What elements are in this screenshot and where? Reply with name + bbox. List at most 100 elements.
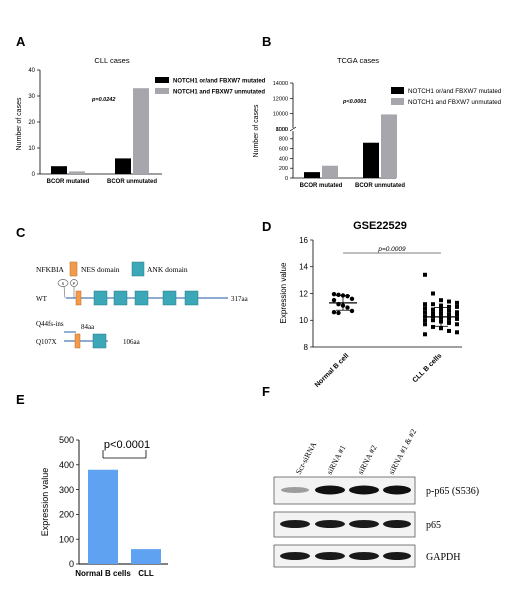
chart-a-ytick-label-1: 10 bbox=[28, 146, 35, 152]
chart-e-xlabel-1: CLL bbox=[138, 569, 154, 578]
lane-label-2: siRNA #2 bbox=[356, 444, 379, 476]
chart-b-legend-label-0: NOTCH1 or/and FBXW7 mutated bbox=[408, 88, 502, 95]
chart-d-point-s1-20 bbox=[423, 314, 427, 319]
row-wt-ank-domain-5 bbox=[184, 290, 199, 306]
chart-d-point-s1-10 bbox=[423, 306, 427, 311]
chart-b-legend-swatch-1 bbox=[391, 98, 404, 105]
band-label-p65: p65 bbox=[426, 520, 441, 531]
chart-d-ytick-label-0: 8 bbox=[304, 343, 309, 352]
row-wt-label: WT bbox=[36, 295, 48, 303]
chart-b-ytick-label-7: 10000 bbox=[273, 112, 288, 118]
row-wt-ank-domain-4 bbox=[162, 290, 177, 306]
chart-b-axis-break bbox=[290, 128, 297, 131]
chart-e-ytick-label-5: 500 bbox=[59, 435, 74, 445]
chart-a-ylabel: Number of cases bbox=[16, 97, 23, 150]
chart-d-point-s1-35 bbox=[423, 332, 427, 337]
panel-letter-e: E bbox=[16, 392, 25, 407]
chart-d: Expression value 8 10 12 14 16 p=0.0009 Norm… bbox=[279, 236, 462, 389]
chart-b-bar-s1-c0 bbox=[322, 165, 338, 178]
chart-d-point-s1-3 bbox=[447, 299, 451, 304]
phospho-site-stem-1 bbox=[63, 285, 66, 299]
chart-d-point-s1-21 bbox=[431, 314, 435, 319]
band-label-gapdh: GAPDH bbox=[426, 552, 460, 563]
chart-b-pvalue: p<0.0001 bbox=[342, 99, 366, 105]
chart-a-legend-label-0: NOTCH1 or/and FBXW7 mutated bbox=[173, 79, 266, 85]
chart-b-legend-label-1: NOTCH1 and FBXW7 unmutated bbox=[408, 99, 502, 106]
chart-a-xlabel-1: BCOR unmutated bbox=[107, 179, 157, 185]
chart-b-bar-s1-c1 bbox=[381, 114, 397, 178]
band-p-p65-lane-1 bbox=[315, 485, 345, 495]
row-q107x-nes-domain bbox=[74, 333, 81, 349]
chart-b-ytick-label-3: 600 bbox=[279, 147, 288, 153]
chart-e-pvalue: p<0.0001 bbox=[104, 439, 150, 451]
chart-d-point-s1-19 bbox=[455, 312, 459, 317]
band-p-p65-lane-2 bbox=[349, 485, 379, 495]
chart-b-ytick-label-8: 12000 bbox=[273, 96, 288, 102]
row-q44-label: Q44fs-ins bbox=[36, 320, 64, 328]
chart-b-ytick-label-4: 800 bbox=[279, 137, 288, 143]
chart-d-point-s1-7 bbox=[439, 303, 443, 308]
chart-a-bar-s0-c1 bbox=[115, 158, 131, 174]
panel-letter-f: F bbox=[262, 384, 270, 399]
chart-d-ytick-label-2: 12 bbox=[299, 289, 308, 298]
phospho-site-label-2: P bbox=[73, 281, 76, 286]
chart-a: Number of cases p=0.0242 0 10 20 30 40 BCOR … bbox=[16, 68, 266, 185]
band-gapdh-lane-2 bbox=[349, 552, 379, 560]
chart-d-point-s1-26 bbox=[431, 318, 435, 323]
legend-ank-label: ANK domain bbox=[147, 265, 188, 274]
chart-d-point-s1-30 bbox=[423, 322, 427, 327]
band-p65-lane-3 bbox=[383, 520, 411, 528]
legend-ank-swatch bbox=[131, 261, 145, 277]
chart-d-title: GSE22529 bbox=[353, 220, 407, 232]
row-q107x-ank-domain-1 bbox=[92, 333, 107, 349]
chart-b-ytick-label-0: 0 bbox=[285, 176, 288, 182]
panel-letter-a: A bbox=[16, 34, 26, 49]
chart-d-point-s1-0 bbox=[423, 272, 427, 277]
chart-d-point-s1-34 bbox=[455, 330, 459, 335]
chart-e-ytick-label-3: 300 bbox=[59, 485, 74, 495]
chart-d-point-s1-33 bbox=[447, 328, 451, 333]
legend-nes-swatch bbox=[69, 261, 78, 277]
chart-b-axis-break-mark bbox=[289, 126, 297, 132]
chart-d-point-s0-10 bbox=[331, 310, 337, 315]
chart-d-point-s1-23 bbox=[447, 316, 451, 321]
domain-diagram: NFKBIA NES domain ANK domain WT S P 317a… bbox=[36, 261, 249, 349]
chart-d-point-s0-0 bbox=[331, 291, 337, 297]
chart-d-point-s0-3 bbox=[345, 293, 350, 299]
chart-e: Expression value 0 100 200 300 400 500 p<0.00… bbox=[40, 435, 168, 578]
chart-a-ytick-label-4: 40 bbox=[28, 68, 35, 74]
phospho-site-label-1: S bbox=[62, 281, 65, 286]
panel-letter-b: B bbox=[262, 34, 271, 49]
band-p-p65-lane-0 bbox=[281, 487, 309, 493]
chart-d-point-s1-5 bbox=[423, 302, 427, 307]
chart-d-point-s1-14 bbox=[455, 310, 459, 315]
row-wt-ank-domain-3 bbox=[134, 290, 149, 306]
chart-d-point-s1-4 bbox=[455, 300, 459, 305]
chart-b-legend-swatch-0 bbox=[391, 87, 404, 94]
chart-e-ylabel: Expression value bbox=[40, 468, 50, 537]
legend-nes-label: NES domain bbox=[81, 265, 120, 274]
row-wt-ank-domain-1 bbox=[93, 290, 108, 306]
chart-a-bar-s1-c1 bbox=[133, 88, 149, 174]
chart-a-xlabel-0: BCOR mutated bbox=[47, 179, 90, 185]
chart-d-ylabel: Expression value bbox=[279, 262, 288, 323]
chart-d-point-s1-28 bbox=[447, 320, 451, 325]
chart-b-ytick-label-6: 8000 bbox=[276, 127, 288, 133]
chart-d-point-s0-8 bbox=[345, 305, 350, 310]
row-wt-length: 317aa bbox=[231, 295, 249, 303]
chart-a-title: CLL cases bbox=[94, 56, 129, 65]
chart-d-ytick-label-4: 16 bbox=[299, 236, 308, 245]
chart-d-xlabel-1: CLL B cells bbox=[412, 352, 444, 384]
chart-d-point-s1-32 bbox=[439, 326, 443, 331]
chart-b-bar-s0-c1 bbox=[363, 142, 379, 178]
chart-d-point-s0-1 bbox=[336, 292, 341, 298]
chart-d-point-s1-16 bbox=[431, 311, 435, 316]
band-label-p-p65: p-p65 (S536) bbox=[426, 486, 479, 497]
phospho-site-icon-2 bbox=[70, 279, 78, 287]
chart-d-point-s1-13 bbox=[447, 308, 451, 313]
chart-b-ytick-label-5: 1000 bbox=[276, 127, 288, 133]
chart-d-pvalue: p=0.0009 bbox=[377, 246, 406, 253]
chart-b-xlabel-0: BCOR mutated bbox=[300, 183, 343, 189]
chart-a-legend-label-1: NOTCH1 and FBXW7 unmutated bbox=[173, 90, 265, 96]
row-wt-nes-domain bbox=[75, 290, 82, 306]
